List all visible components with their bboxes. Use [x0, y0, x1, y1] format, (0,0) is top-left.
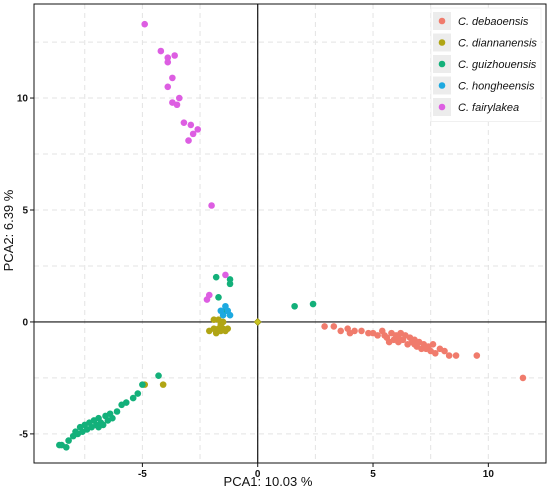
y-tick-label: -5 — [19, 429, 28, 440]
data-point — [175, 94, 183, 102]
data-point — [422, 345, 430, 353]
data-point — [330, 323, 338, 330]
data-point — [157, 47, 165, 55]
data-point — [141, 20, 149, 28]
data-point — [65, 437, 72, 444]
plot-frame — [33, 3, 547, 464]
legend-label: C. debaoensis — [458, 16, 529, 28]
legend-label: C. fairylakea — [458, 102, 519, 114]
data-point — [291, 302, 298, 310]
data-point — [212, 273, 220, 281]
data-point — [445, 352, 453, 359]
data-point — [222, 271, 229, 279]
y-tick-label: 10 — [17, 94, 29, 105]
data-point — [358, 327, 365, 335]
legend-marker — [438, 17, 446, 25]
data-point — [473, 352, 481, 359]
data-point — [395, 334, 402, 341]
data-point — [56, 441, 63, 449]
legend-label: C. hongheensis — [458, 81, 535, 93]
data-point — [374, 332, 381, 339]
data-point — [62, 444, 70, 451]
data-point — [365, 329, 372, 337]
data-point — [219, 311, 227, 319]
data-point — [321, 323, 328, 330]
data-point — [203, 296, 211, 303]
legend: C. debaoensis C. diannanensis C. guizhouen… — [430, 7, 542, 122]
data-point — [215, 294, 222, 301]
series-group — [56, 273, 317, 451]
y-axis-title: PCA2: 6.39 % — [1, 189, 16, 271]
legend-label: C. diannanensis — [458, 38, 537, 50]
data-point — [452, 352, 460, 359]
legend-marker — [438, 60, 446, 68]
data-point — [169, 74, 176, 82]
data-point — [95, 423, 102, 431]
data-point — [519, 374, 527, 382]
data-point — [208, 202, 215, 209]
y-tick-label: 0 — [22, 317, 28, 328]
data-point — [185, 137, 192, 144]
data-point — [385, 338, 393, 346]
data-point — [164, 83, 172, 91]
x-tick-label: -5 — [138, 469, 147, 480]
data-point — [129, 394, 137, 402]
data-point — [210, 316, 218, 324]
data-point — [189, 130, 197, 138]
data-point — [113, 408, 121, 415]
data-point — [134, 390, 142, 397]
legend-marker — [438, 82, 446, 89]
data-point — [173, 101, 181, 109]
data-point — [411, 341, 418, 348]
legend-marker — [438, 39, 446, 46]
data-points — [56, 20, 527, 451]
data-point — [139, 381, 146, 388]
data-point — [226, 280, 234, 288]
series-group — [321, 323, 527, 382]
y-tick-label: 5 — [22, 205, 28, 216]
data-point — [164, 58, 172, 66]
data-point — [155, 372, 162, 379]
x-tick-label: 10 — [483, 469, 495, 480]
data-point — [429, 341, 437, 348]
data-point — [346, 329, 354, 337]
data-point — [224, 325, 232, 332]
data-point — [171, 52, 178, 59]
data-point — [337, 327, 345, 335]
data-point — [441, 347, 448, 355]
axis-ticks: -5 0 5 10 -5 0 5 10 — [17, 94, 494, 480]
x-axis-title: PCA1: 10.03 % — [224, 474, 313, 489]
series-group — [217, 302, 234, 319]
data-point — [187, 121, 195, 129]
series-group — [141, 316, 232, 388]
series-group — [141, 20, 229, 303]
x-tick-label: 5 — [370, 469, 376, 480]
data-point — [122, 399, 130, 406]
data-point — [431, 349, 439, 357]
x-tick-label: 0 — [255, 469, 261, 480]
data-point — [109, 414, 116, 422]
legend-label: C. guizhouensis — [458, 59, 537, 71]
data-point — [309, 300, 317, 308]
data-point — [159, 381, 167, 388]
legend-marker — [438, 103, 446, 111]
origin-marker — [253, 317, 262, 326]
data-point — [194, 126, 202, 133]
data-point — [226, 311, 234, 319]
data-point — [180, 119, 188, 126]
data-point — [219, 318, 227, 326]
data-point — [74, 430, 82, 438]
